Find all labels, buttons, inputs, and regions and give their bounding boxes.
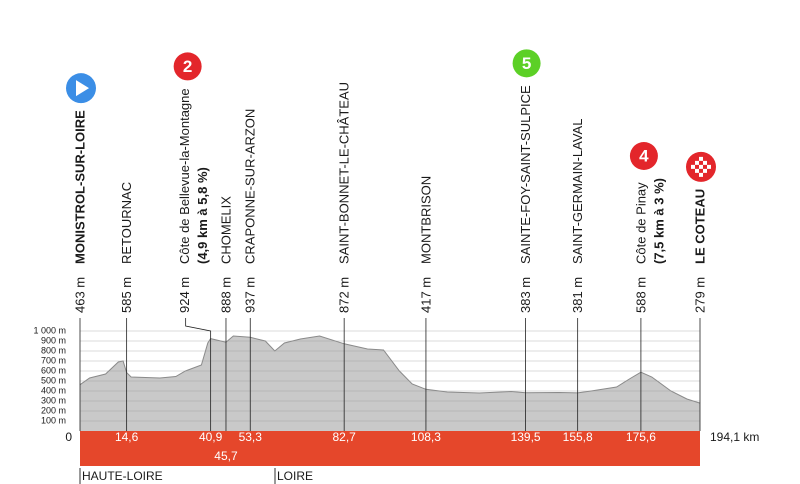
x-tick-label: 155,8 [563,430,593,444]
finish-check [699,156,703,161]
finish-check [695,160,699,165]
x-tick-label: 53,3 [239,430,263,444]
finish-check [695,168,699,173]
waypoint-altitude: 279 m [692,277,707,313]
waypoint-name: Côte de Bellevue-la-Montagne [177,88,192,264]
badge-label: 4 [639,146,649,165]
region-label: LOIRE [277,469,313,483]
waypoint-name: SAINT-BONNET-LE-CHÂTEAU [337,82,352,264]
y-tick-label: 600 m [41,365,66,375]
finish-check [707,164,711,169]
waypoint-altitude: 585 m [119,277,134,313]
elevation-line [79,335,701,404]
x-tick-label: 139,5 [511,430,541,444]
y-tick-label: 400 m [41,385,66,395]
y-tick-label: 700 m [41,355,66,365]
x-tick-label: 82,7 [332,430,356,444]
finish-check [699,172,703,177]
climb-badge [512,49,541,78]
climb-badge [629,142,658,170]
waypoint-line [185,318,212,431]
waypoint-name: RETOURNAC [119,182,134,264]
waypoint-altitude: 417 m [418,277,433,313]
waypoint-altitude: 937 m [243,277,258,313]
start-arrow [76,80,89,97]
waypoint-detail: (4,9 km à 5,8 %) [195,167,210,264]
x-tick-label: 175,6 [626,430,656,444]
x-tick-label: 108,3 [411,430,441,444]
waypoint-name: MONTBRISON [418,176,433,264]
distance-band [80,431,700,466]
elevation-fill [80,336,700,431]
waypoint-name: SAINT-GERMAIN-LAVAL [570,119,585,264]
waypoint-altitude: 872 m [337,277,352,313]
y-tick-label: 1 000 m [33,325,66,335]
waypoint-name: Côte de Pinay [633,182,648,264]
waypoint-name: SAINTE-FOY-SAINT-SULPICE [518,85,533,264]
climb-badge [173,52,202,81]
finish-check [703,160,707,165]
y-tick-label: 800 m [41,345,66,355]
waypoint-name: LE COTEAU [692,189,707,264]
x-tick-label: 194,1 km [710,430,759,444]
waypoint-name: CHOMELIX [218,196,233,264]
region-label: HAUTE-LOIRE [82,469,163,483]
y-tick-label: 900 m [41,335,66,345]
badge-label: 5 [522,54,531,73]
waypoint-name: CRAPONNE-SUR-ARZON [243,109,258,264]
waypoint-altitude: 383 m [518,277,533,313]
x-tick-label: 40,9 [199,430,223,444]
finish-check [691,164,695,169]
x-tick-label: 14,6 [115,430,139,444]
y-tick-label: 300 m [41,395,66,405]
y-tick-label: 100 m [41,415,66,425]
badge-label: 2 [183,57,192,76]
waypoint-altitude: 924 m [177,277,192,313]
waypoint-altitude: 381 m [570,277,585,313]
x-tick-label: 45,7 [214,449,238,463]
waypoint-altitude: 888 m [218,277,233,313]
x-tick-label: 0 [65,430,72,444]
waypoint-name: MONISTROL-SUR-LOIRE [72,110,87,264]
finish-check [699,164,703,169]
y-tick-label: 200 m [41,405,66,415]
waypoint-altitude: 588 m [633,277,648,313]
y-tick-label: 500 m [41,375,66,385]
waypoint-altitude: 463 m [72,277,87,313]
waypoint-detail: (7,5 km à 3 %) [651,178,666,264]
finish-check [703,168,707,173]
